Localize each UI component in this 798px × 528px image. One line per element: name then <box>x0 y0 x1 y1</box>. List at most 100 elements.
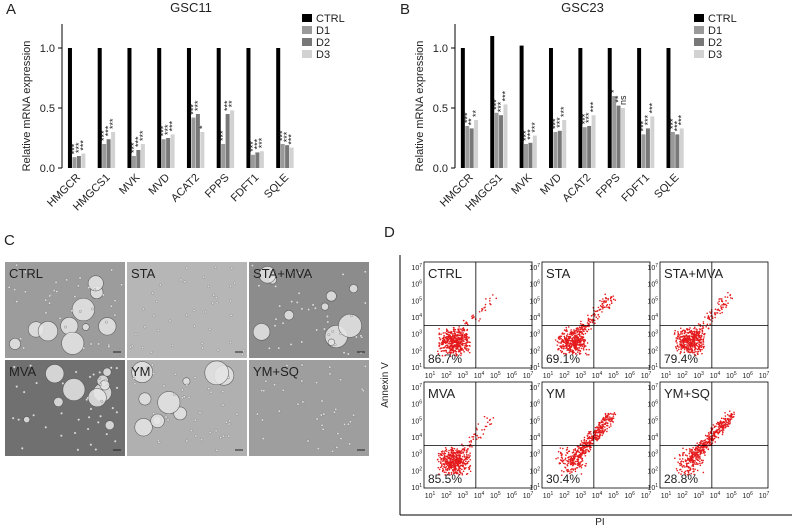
event-dot <box>582 449 584 452</box>
event-dot <box>471 315 473 318</box>
tick-exponent: 4 <box>419 313 422 319</box>
x-tick-label: 103 <box>575 491 586 500</box>
event-dot <box>695 457 697 460</box>
event-dot <box>461 335 463 338</box>
cell-cluster <box>98 317 117 336</box>
x-tick-label: ACAT2 <box>560 172 593 205</box>
event-dot <box>693 353 696 356</box>
significance-label: *** <box>462 112 472 123</box>
event-dot <box>441 354 444 357</box>
event-dot <box>495 297 498 300</box>
event-dot <box>575 467 578 469</box>
event-dot <box>607 418 609 421</box>
event-dot <box>694 451 696 454</box>
event-dot <box>686 455 688 457</box>
event-dot <box>697 446 700 449</box>
event-dot <box>701 452 703 455</box>
event-dot <box>473 433 475 436</box>
cell <box>214 296 218 299</box>
tick-base: 10 <box>543 493 551 500</box>
event-dot <box>461 458 463 461</box>
event-dot <box>721 304 723 306</box>
event-dot <box>576 328 578 331</box>
event-dot <box>679 344 682 347</box>
event-dot <box>709 323 711 326</box>
event-dot <box>451 452 454 455</box>
event-dot <box>461 448 464 450</box>
event-dot <box>452 449 455 452</box>
event-dot <box>596 431 598 434</box>
event-dot <box>472 316 475 319</box>
event-dot <box>578 353 581 355</box>
tick-base: 10 <box>411 385 419 392</box>
event-dot <box>686 474 689 476</box>
plot-label: STA <box>546 266 571 281</box>
event-dot <box>440 350 443 353</box>
event-dot <box>727 302 729 305</box>
event-dot <box>688 343 690 346</box>
cell <box>334 407 338 411</box>
event-dot <box>560 459 563 462</box>
y-tick-label: 102 <box>647 346 658 355</box>
event-dot <box>576 348 578 350</box>
event-dot <box>490 423 493 425</box>
event-dot <box>481 429 483 431</box>
event-dot <box>470 439 472 442</box>
event-dot <box>701 462 703 464</box>
event-dot <box>574 448 577 450</box>
event-dot <box>702 321 705 323</box>
event-dot <box>570 329 572 331</box>
cell <box>150 363 154 367</box>
event-dot <box>699 464 702 467</box>
event-dot <box>607 413 610 416</box>
event-dot <box>466 461 469 463</box>
tick-exponent: 4 <box>419 433 422 439</box>
event-dot <box>691 452 694 455</box>
y-tick-label: 105 <box>411 416 422 425</box>
event-dot <box>610 296 613 298</box>
cell <box>59 434 63 438</box>
tick-exponent: 1 <box>669 491 672 497</box>
cell <box>339 378 342 382</box>
event-dot <box>683 344 686 347</box>
x-tick-label: MVD <box>146 172 172 198</box>
cell <box>13 288 17 291</box>
event-dot <box>587 432 590 435</box>
bar <box>675 134 680 168</box>
x-tick-label: 101 <box>425 491 436 500</box>
event-dot <box>605 418 608 421</box>
event-dot <box>700 341 703 344</box>
y-tick-label: 107 <box>647 383 658 392</box>
event-dot <box>445 461 448 464</box>
tick-exponent: 3 <box>583 371 586 377</box>
tick-exponent: 7 <box>767 491 770 497</box>
cell <box>107 345 111 349</box>
cell <box>182 395 186 399</box>
event-dot <box>594 310 597 313</box>
event-dot <box>699 339 702 341</box>
tick-base: 10 <box>411 282 419 289</box>
event-dot <box>690 472 693 475</box>
event-dot <box>444 449 447 452</box>
cell <box>229 313 233 317</box>
cell <box>86 396 90 400</box>
event-dot <box>455 462 458 465</box>
event-dot <box>587 449 590 452</box>
event-dot <box>445 471 447 474</box>
event-dot <box>717 309 720 311</box>
event-dot <box>588 440 591 442</box>
cell <box>82 346 86 350</box>
event-dot <box>560 454 563 457</box>
cell <box>215 301 219 305</box>
event-dot <box>726 296 729 298</box>
cell-cluster <box>9 338 21 350</box>
event-dot <box>693 351 696 353</box>
event-dot <box>447 461 450 464</box>
tick-base: 10 <box>425 493 433 500</box>
event-dot <box>589 448 592 451</box>
event-dot <box>566 464 569 467</box>
event-dot <box>609 423 612 425</box>
significance-label: *** <box>108 118 118 129</box>
cell <box>168 319 172 323</box>
event-dot <box>692 330 695 333</box>
